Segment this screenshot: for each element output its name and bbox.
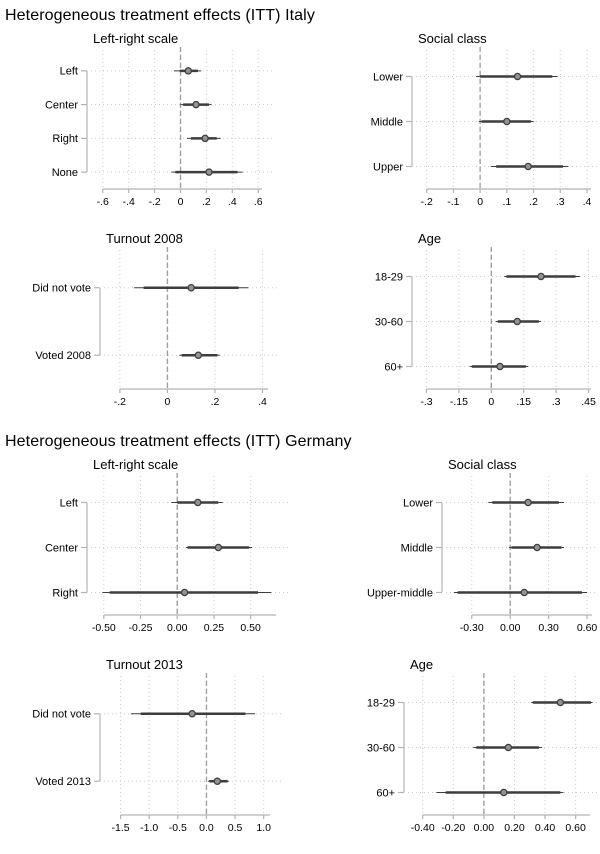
svg-text:Did not vote: Did not vote [32, 283, 91, 295]
chart-italy-left-right-scale: Left-right scale Left Center Right None -.6 -.… [0, 26, 300, 226]
svg-text:0.30: 0.30 [538, 622, 559, 634]
svg-text:0: 0 [164, 396, 170, 408]
svg-text:Upper: Upper [373, 161, 403, 173]
svg-text:0: 0 [488, 396, 494, 408]
svg-text:Left: Left [60, 66, 78, 78]
svg-text:-0.40: -0.40 [411, 822, 435, 834]
svg-text:-.15: -.15 [450, 396, 468, 408]
svg-text:-.4: -.4 [123, 196, 135, 208]
svg-text:0: 0 [477, 196, 483, 208]
svg-text:.4: .4 [258, 396, 267, 408]
svg-text:.45: .45 [581, 396, 596, 408]
svg-text:Lower: Lower [373, 71, 403, 83]
svg-text:Age: Age [410, 657, 433, 672]
svg-text:0.00: 0.00 [167, 622, 188, 634]
svg-text:.4: .4 [583, 196, 592, 208]
chart-germany-left-right-scale: Left-right scale Left Center Right -0.50 -0.2… [0, 452, 300, 652]
svg-text:-.1: -.1 [447, 196, 459, 208]
chart-germany-turnout-2013: Turnout 2013 Did not vote Voted 2013 -1.5 -1… [0, 652, 300, 852]
svg-text:Right: Right [52, 133, 78, 145]
svg-text:Center: Center [45, 99, 78, 111]
svg-text:Left-right scale: Left-right scale [93, 31, 178, 46]
svg-text:Left: Left [60, 497, 78, 509]
svg-text:30-60: 30-60 [367, 742, 395, 754]
svg-text:Right: Right [52, 587, 78, 599]
svg-text:0.25: 0.25 [204, 622, 225, 634]
forest-plot-svg: Age 18-29 30-60 60+ -0.40 -0.20 0.00 0.20 0.40 0.… [367, 657, 597, 834]
svg-text:60+: 60+ [376, 787, 395, 799]
svg-text:.2: .2 [529, 196, 538, 208]
chart-germany-age: Age 18-29 30-60 60+ -0.40 -0.20 0.00 0.20 0.40 0.… [300, 652, 600, 852]
svg-text:None: None [52, 167, 78, 179]
svg-text:.1: .1 [502, 196, 511, 208]
figure-page: Heterogeneous treatment effects (ITT) It… [0, 6, 600, 852]
svg-text:0.50: 0.50 [240, 622, 261, 634]
svg-text:-0.5: -0.5 [169, 822, 187, 834]
svg-text:-.2: -.2 [421, 196, 433, 208]
forest-plot-svg: Age 18-29 30-60 60+ -.3 -.15 0 .15 .3 .45 [375, 231, 597, 408]
svg-text:Middle: Middle [371, 116, 403, 128]
svg-text:.2: .2 [202, 196, 211, 208]
svg-text:30-60: 30-60 [375, 316, 403, 328]
svg-text:0.5: 0.5 [228, 822, 243, 834]
svg-text:0.20: 0.20 [504, 822, 525, 834]
svg-text:-0.20: -0.20 [441, 822, 465, 834]
forest-plot-svg: Turnout 2008 Did not vote Voted 2008 -.2 0 .2… [32, 231, 280, 408]
svg-text:0.00: 0.00 [500, 622, 521, 634]
forest-plot-svg: Social class Lower Middle Upper-middle -0.30… [367, 457, 598, 634]
svg-text:-0.50: -0.50 [92, 622, 116, 634]
svg-text:0: 0 [178, 196, 184, 208]
svg-text:Did not vote: Did not vote [32, 709, 91, 721]
svg-text:-.2: -.2 [148, 196, 160, 208]
svg-text:.3: .3 [556, 196, 565, 208]
chart-italy-age: Age 18-29 30-60 60+ -.3 -.15 0 .15 .3 .45 [300, 226, 600, 426]
svg-text:Left-right scale: Left-right scale [93, 457, 178, 472]
svg-text:Turnout 2013: Turnout 2013 [106, 657, 183, 672]
svg-text:0.0: 0.0 [199, 822, 214, 834]
svg-text:-0.25: -0.25 [129, 622, 153, 634]
svg-text:Voted 2013: Voted 2013 [35, 776, 91, 788]
italy-panel-grid: Left-right scale Left Center Right None -.6 -.… [0, 26, 600, 426]
svg-text:-1.5: -1.5 [112, 822, 130, 834]
svg-text:Upper-middle: Upper-middle [367, 587, 433, 599]
svg-text:-0.30: -0.30 [460, 622, 484, 634]
svg-text:18-29: 18-29 [375, 271, 403, 283]
svg-text:Social class: Social class [418, 31, 487, 46]
svg-text:.3: .3 [552, 396, 561, 408]
svg-text:Age: Age [418, 231, 441, 246]
svg-text:0.60: 0.60 [565, 822, 586, 834]
section-title-italy: Heterogeneous treatment effects (ITT) It… [5, 7, 315, 24]
svg-text:Turnout 2008: Turnout 2008 [106, 231, 183, 246]
svg-text:.4: .4 [228, 196, 237, 208]
forest-plot-svg: Left-right scale Left Center Right None -.6 -.… [45, 31, 274, 208]
svg-text:Center: Center [45, 542, 78, 554]
forest-plot-svg: Social class Lower Middle Upper -.2 -.1 0 .1 .2.… [371, 31, 597, 208]
svg-text:-1.0: -1.0 [140, 822, 158, 834]
forest-plot-svg: Turnout 2013 Did not vote Voted 2013 -1.5 -1… [32, 657, 282, 834]
chart-germany-social-class: Social class Lower Middle Upper-middle -0.30… [300, 452, 600, 652]
svg-text:Voted 2008: Voted 2008 [35, 350, 91, 362]
svg-text:0.40: 0.40 [535, 822, 556, 834]
svg-text:Social class: Social class [448, 457, 517, 472]
germany-panel-grid: Left-right scale Left Center Right -0.50 -0.2… [0, 452, 600, 852]
svg-text:.2: .2 [211, 396, 220, 408]
chart-italy-turnout-2008: Turnout 2008 Did not vote Voted 2008 -.2 0 .2… [0, 226, 300, 426]
svg-text:Lower: Lower [403, 497, 433, 509]
svg-text:-.6: -.6 [97, 196, 109, 208]
svg-text:.6: .6 [254, 196, 263, 208]
svg-text:1.0: 1.0 [256, 822, 271, 834]
forest-plot-svg: Left-right scale Left Center Right -0.50 -0.2… [45, 457, 288, 634]
svg-text:.15: .15 [516, 396, 531, 408]
svg-text:18-29: 18-29 [367, 697, 395, 709]
svg-text:-.2: -.2 [114, 396, 126, 408]
svg-text:Middle: Middle [401, 542, 433, 554]
svg-text:0.60: 0.60 [577, 622, 598, 634]
chart-italy-social-class: Social class Lower Middle Upper -.2 -.1 0 .1 .2.… [300, 26, 600, 226]
svg-text:60+: 60+ [384, 361, 403, 373]
section-title-germany: Heterogeneous treatment effects (ITT) Ge… [5, 433, 352, 450]
svg-text:-.3: -.3 [420, 396, 432, 408]
svg-text:0.00: 0.00 [474, 822, 495, 834]
